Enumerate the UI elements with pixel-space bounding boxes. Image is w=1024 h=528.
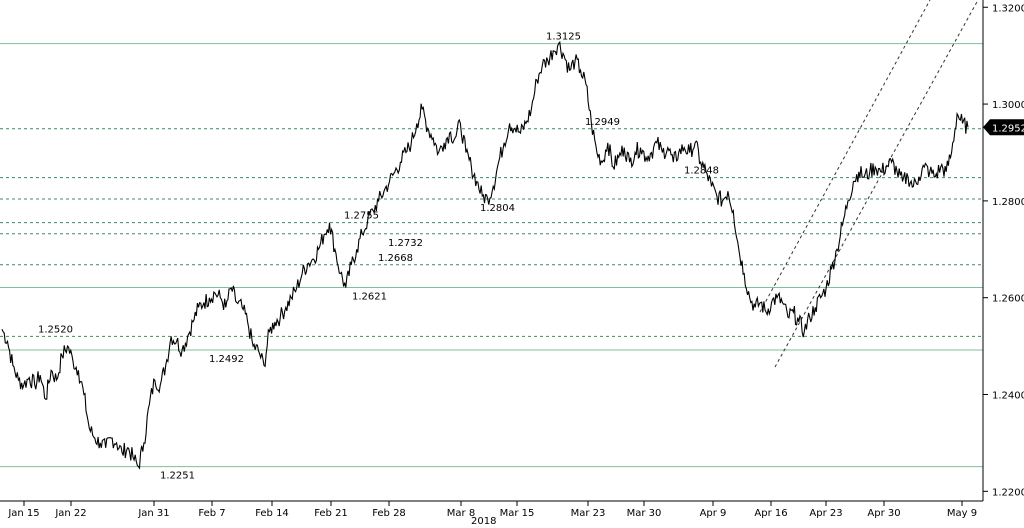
level-labels: 1.3125 1.2949 1.2848 1.2804 1.2755 1.2732 1.26… xyxy=(38,32,719,482)
support-resistance-levels xyxy=(0,43,983,468)
x-tick-label: Jan 31 xyxy=(137,508,169,519)
x-tick-label: May 9 xyxy=(947,508,977,519)
level-label: 1.2668 xyxy=(378,253,413,264)
x-tick-label: Apr 16 xyxy=(754,508,787,519)
level-label: 1.3125 xyxy=(546,32,581,43)
channel-lower-line xyxy=(774,0,979,368)
x-tick-label: Apr 30 xyxy=(867,508,900,519)
x-axis-year-label: 2018 xyxy=(471,516,496,527)
y-tick-label: 1.3000 xyxy=(992,100,1024,111)
level-label: 1.2755 xyxy=(344,211,379,222)
x-tick-label: Mar 23 xyxy=(571,508,606,519)
x-tick-label: Mar 30 xyxy=(627,508,662,519)
y-tick-label: 1.2400 xyxy=(992,391,1024,402)
y-tick-label: 1.2800 xyxy=(992,197,1024,208)
x-tick-label: Mar 8 xyxy=(447,508,475,519)
x-tick-label: Apr 23 xyxy=(809,508,842,519)
level-label: 1.2492 xyxy=(209,354,244,365)
x-tick-label: Feb 7 xyxy=(198,508,225,519)
x-tick-label: Feb 21 xyxy=(314,508,348,519)
last-value-text: 1.2952 xyxy=(992,123,1024,134)
x-tick-label: Apr 9 xyxy=(700,508,727,519)
last-value-badge-shape xyxy=(983,119,1024,136)
price-line xyxy=(1,40,969,470)
y-axis: 1.2200 1.2400 1.2600 1.2800 1.3000 1.3200 xyxy=(983,3,1024,498)
level-label: 1.2621 xyxy=(352,292,387,303)
x-tick-label: Jan 15 xyxy=(7,508,39,519)
last-value-badge: 1.2952 xyxy=(983,119,1024,136)
x-tick-label: Mar 15 xyxy=(500,508,535,519)
channel-upper-line xyxy=(759,0,931,313)
level-label: 1.2732 xyxy=(388,238,423,249)
level-label: 1.2804 xyxy=(480,203,515,214)
trend-channel xyxy=(759,0,979,368)
x-tick-label: Feb 28 xyxy=(372,508,406,519)
x-tick-label: Jan 22 xyxy=(54,508,86,519)
level-label: 1.2949 xyxy=(585,117,620,128)
level-label: 1.2520 xyxy=(38,324,73,335)
y-tick-label: 1.2600 xyxy=(992,294,1024,305)
x-tick-label: Feb 14 xyxy=(255,508,289,519)
level-label: 1.2848 xyxy=(684,166,719,177)
x-axis: Jan 15 Jan 22 Jan 31 Feb 7 Feb 14 Feb 21 Feb 2… xyxy=(7,501,977,519)
price-series xyxy=(1,40,969,470)
level-label: 1.2251 xyxy=(160,471,195,482)
y-tick-label: 1.3200 xyxy=(992,3,1024,14)
y-tick-label: 1.2200 xyxy=(992,487,1024,498)
